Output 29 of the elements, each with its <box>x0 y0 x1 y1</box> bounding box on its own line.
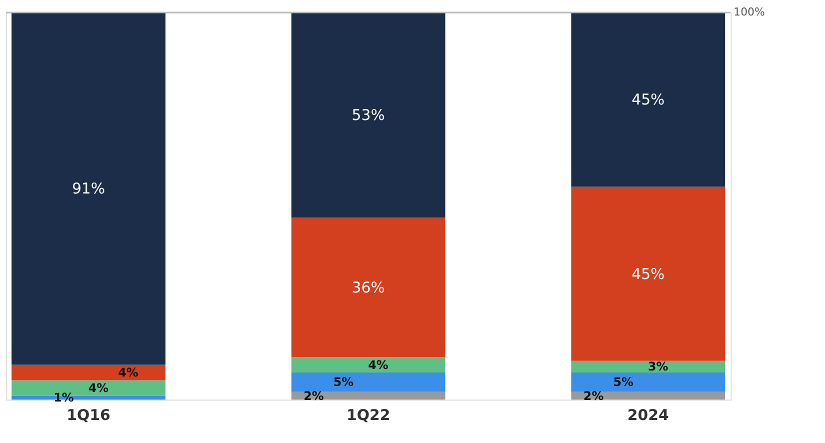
data-label: 53% <box>352 106 385 124</box>
x-tick-label: 1Q22 <box>346 406 390 424</box>
data-label: 45% <box>632 90 665 109</box>
bar <box>571 360 726 373</box>
bar <box>12 12 166 365</box>
bar <box>571 12 726 187</box>
ref-line-label: 100% <box>734 5 765 18</box>
data-label: 5% <box>333 375 354 390</box>
bar <box>571 392 726 400</box>
data-label: 91% <box>72 180 106 198</box>
bar <box>291 357 446 373</box>
data-label: 3% <box>648 360 668 374</box>
bar <box>291 12 446 218</box>
data-label: 5% <box>613 375 634 390</box>
data-label: 36% <box>352 278 385 296</box>
bar <box>291 218 446 358</box>
x-tick-label: 1Q16 <box>66 406 110 424</box>
data-label: 2% <box>583 388 604 403</box>
bar <box>12 364 166 380</box>
bar <box>291 392 446 400</box>
data-label: 2% <box>304 388 324 403</box>
bar <box>571 372 726 392</box>
data-label: 4% <box>368 358 388 372</box>
data-label: 45% <box>632 264 665 283</box>
x-tick-label: 2024 <box>627 406 669 424</box>
bar <box>571 186 726 361</box>
bar <box>291 372 446 392</box>
data-label: 4% <box>88 381 109 396</box>
data-label: 4% <box>118 366 138 380</box>
